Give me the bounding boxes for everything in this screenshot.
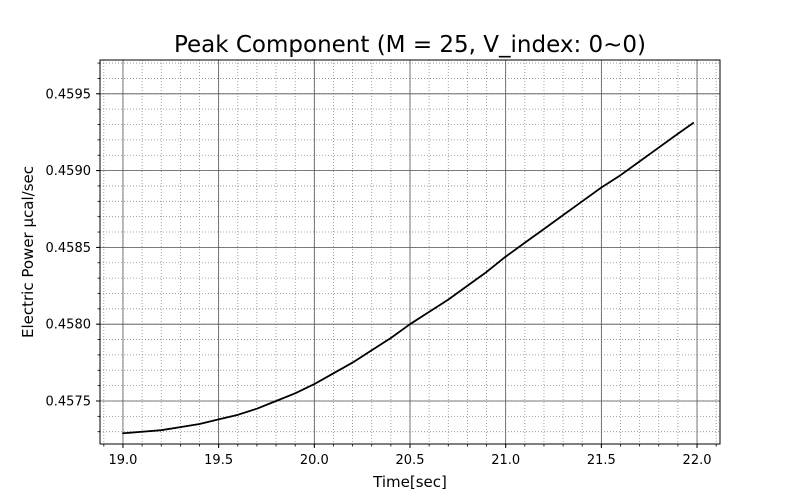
x-tick-label: 21.5 bbox=[587, 453, 616, 468]
x-tick-label: 22.0 bbox=[683, 453, 712, 468]
x-axis-label: Time[sec] bbox=[372, 473, 447, 491]
y-tick-label: 0.4580 bbox=[46, 318, 92, 333]
series-line bbox=[122, 122, 695, 435]
major-grid bbox=[100, 60, 720, 444]
x-tick-label: 20.5 bbox=[396, 453, 425, 468]
y-tick-label: 0.4585 bbox=[46, 241, 92, 256]
y-axis-label: Electric Power μcal/sec bbox=[19, 166, 37, 338]
y-tick-label: 0.4590 bbox=[46, 164, 92, 179]
y-axis-ticks: 0.4575 0.4580 0.4585 0.4590 0.4595 bbox=[46, 62, 100, 433]
chart-title: Peak Component (M = 25, V_index: 0~0) bbox=[174, 32, 646, 58]
x-tick-label: 20.0 bbox=[300, 453, 329, 468]
y-tick-label: 0.4595 bbox=[46, 87, 92, 102]
x-tick-label: 19.5 bbox=[204, 453, 233, 468]
series-layer bbox=[122, 122, 695, 435]
y-tick-label: 0.4575 bbox=[46, 394, 92, 409]
x-axis-ticks: 19.0 19.5 20.0 20.5 21.0 21.5 22.0 bbox=[103, 444, 717, 468]
x-tick-label: 19.0 bbox=[108, 453, 137, 468]
x-tick-label: 21.0 bbox=[491, 453, 520, 468]
